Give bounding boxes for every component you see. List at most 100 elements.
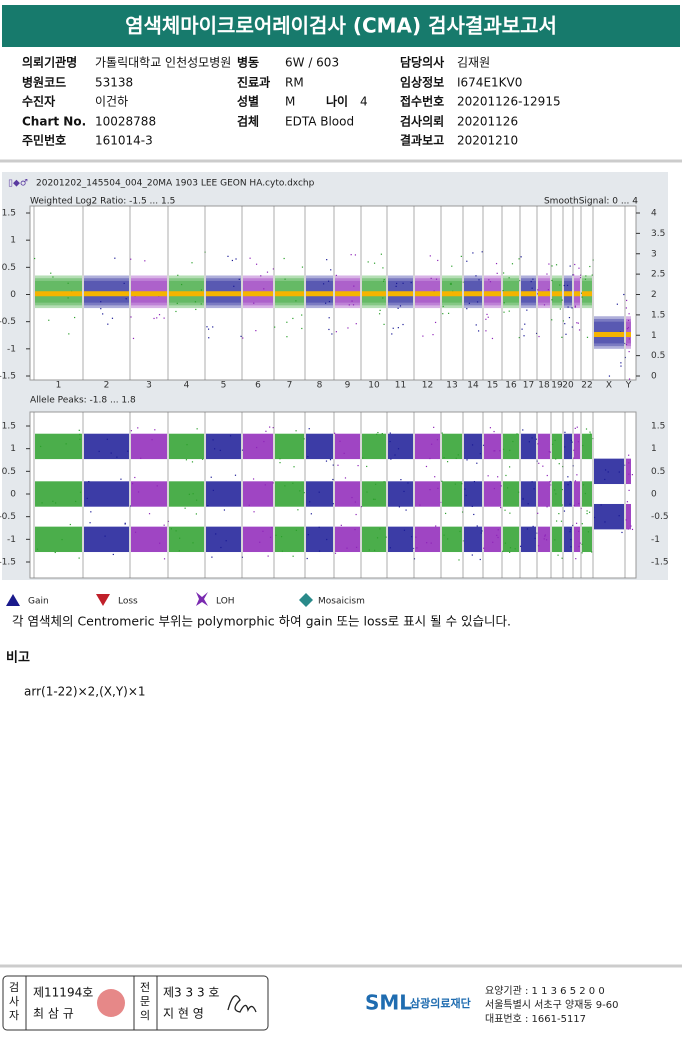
allele-dot — [579, 542, 581, 544]
allele-dot — [569, 480, 571, 483]
signal-band — [169, 275, 204, 303]
allele-dot — [116, 456, 118, 458]
signal-dot — [328, 317, 330, 319]
allele-dot — [124, 522, 126, 524]
smooth-signal — [582, 291, 592, 297]
signal-dot — [586, 336, 589, 338]
signal-dot — [325, 302, 327, 304]
allele-dot — [167, 520, 169, 522]
signal-band — [564, 275, 572, 303]
signal-dot — [566, 284, 569, 287]
signal-dot — [628, 350, 630, 353]
chrom-label: 11 — [395, 381, 406, 391]
allele-band — [84, 526, 129, 553]
allele-band — [35, 481, 82, 507]
loss-icon — [96, 594, 110, 606]
seal — [97, 989, 125, 1017]
signal-dot — [235, 258, 237, 260]
info-value: EDTA Blood — [285, 115, 354, 129]
allele-dot — [509, 547, 512, 549]
signal-dot — [391, 333, 393, 335]
allele-dot — [154, 429, 156, 431]
y2-tick-label: 2.5 — [651, 270, 665, 280]
smooth-signal — [335, 291, 360, 297]
signal-dot — [580, 274, 582, 276]
signal-dot — [626, 299, 628, 302]
allele-dot — [564, 431, 566, 433]
chrom-label: 9 — [345, 381, 351, 391]
allele-dot — [207, 505, 209, 507]
chrom-label: 7 — [287, 381, 293, 391]
allele-dot — [476, 525, 478, 527]
allele-dot — [334, 552, 337, 554]
signal-band — [574, 275, 580, 303]
allele-band — [464, 526, 482, 553]
signal-dot — [532, 278, 534, 280]
y-tick-label: 0 — [10, 290, 16, 300]
allele-dot — [308, 428, 310, 430]
signal-dot — [581, 296, 583, 298]
signal-dot — [328, 301, 331, 303]
allele-dot — [127, 450, 129, 452]
role-char: 문 — [140, 995, 150, 1008]
sign-box — [2, 975, 269, 1031]
signal-dot — [551, 299, 553, 301]
allele-dot — [502, 448, 505, 450]
signal-dot — [175, 310, 177, 313]
signal-dot — [191, 262, 193, 264]
allele-dot — [344, 477, 347, 479]
allele-dot — [534, 537, 536, 539]
signal-dot — [263, 288, 265, 290]
signal-dot — [576, 322, 578, 324]
signal-dot — [559, 284, 561, 286]
allele-dot — [292, 482, 294, 484]
chrom-label: 8 — [317, 381, 323, 391]
info-value: 가톨릭대학교 인천성모병원 — [95, 55, 231, 70]
chrom-label: 13 — [446, 381, 457, 391]
legend-item: Loss — [118, 597, 138, 607]
top-right-label: SmoothSignal: 0 ... 4 — [544, 197, 638, 207]
info-value: 김재원 — [457, 56, 490, 70]
signal-dot — [130, 258, 132, 260]
signal-dot — [447, 312, 450, 314]
chrom-label: 17 — [523, 381, 534, 391]
allele-dot — [390, 458, 392, 460]
signal-dot — [52, 276, 54, 278]
allele-dot — [621, 531, 623, 534]
chrom-label: 12 — [422, 381, 433, 391]
legend-item: LOH — [216, 597, 235, 607]
allele-dot — [476, 462, 478, 464]
allele-dot — [106, 438, 108, 440]
legend-item: Gain — [28, 597, 49, 607]
allele-band — [275, 481, 304, 507]
allele-dot — [339, 440, 341, 442]
allele-dot — [389, 440, 391, 443]
signal-dot — [111, 317, 114, 319]
allele-band — [388, 526, 413, 553]
allele-band — [464, 433, 482, 460]
allele-dot — [567, 476, 569, 478]
allele-dot — [441, 432, 443, 434]
signal-dot — [260, 275, 262, 277]
info-value: 20201126-12915 — [457, 95, 561, 109]
allele-dot — [497, 476, 499, 478]
allele-band — [552, 526, 562, 553]
signal-dot — [144, 260, 146, 262]
allele-dot — [457, 454, 459, 456]
allele-dot — [570, 439, 572, 442]
allele-dot — [461, 511, 464, 513]
allele-dot — [626, 501, 629, 503]
signal-dot — [158, 314, 161, 316]
allele-dot — [473, 513, 475, 516]
allele-dot — [362, 457, 364, 459]
signal-dot — [327, 280, 330, 282]
signal-dot — [625, 307, 627, 309]
allele-dot — [383, 481, 385, 483]
signal-dot — [107, 323, 109, 325]
allele-dot — [299, 490, 301, 492]
allele-dot — [220, 546, 222, 549]
smooth-signal — [503, 291, 519, 297]
allele-dot — [374, 483, 377, 485]
allele-dot — [397, 448, 400, 450]
signal-band — [362, 275, 386, 303]
